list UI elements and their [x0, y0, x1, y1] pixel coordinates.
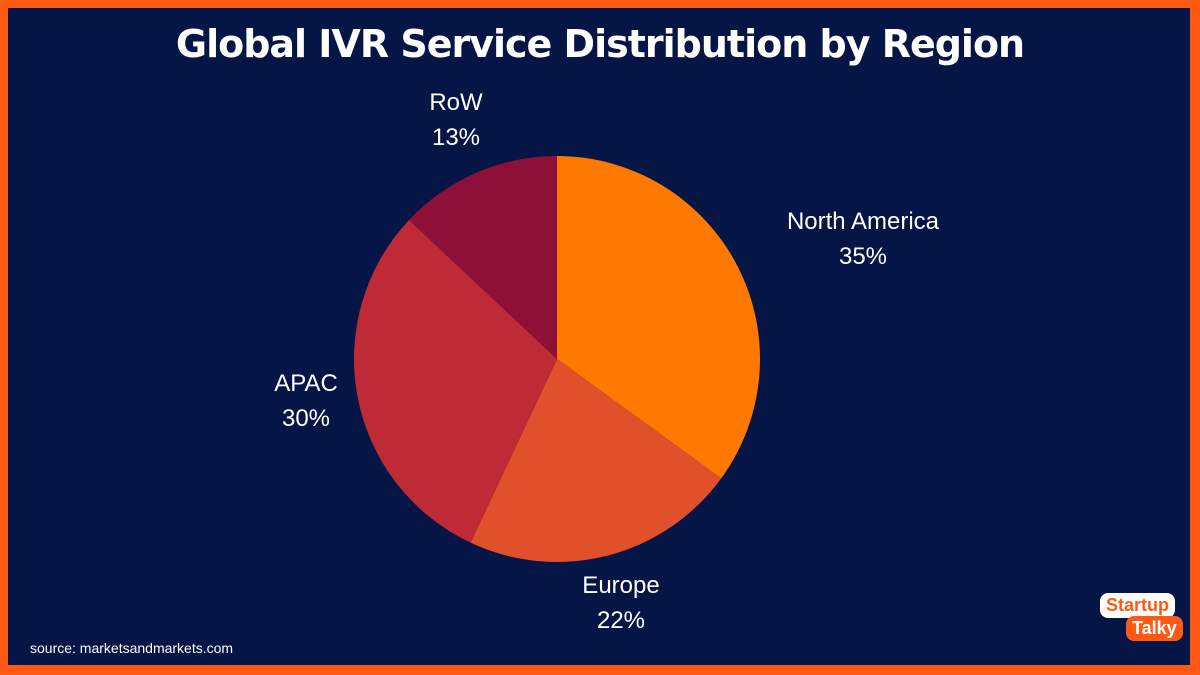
chart-title: Global IVR Service Distribution by Regio… [175, 22, 1025, 66]
data-label-row: RoW 13% [429, 85, 482, 155]
slice-label: Europe [582, 572, 660, 599]
startuptalky-logo: Startup Talky [1100, 593, 1183, 641]
slice-label: RoW [429, 89, 483, 116]
data-label-apac: APAC 30% [274, 366, 338, 436]
logo-line2: Talky [1126, 616, 1183, 641]
slice-value: 30% [281, 405, 331, 432]
data-label-north-america: North America 35% [787, 204, 939, 274]
slice-label: North America [786, 208, 940, 235]
slice-value: 22% [596, 607, 646, 634]
pie-slice-north-america [557, 156, 760, 479]
pie-slice-row [409, 156, 557, 359]
data-label-europe: Europe 22% [582, 568, 659, 638]
slice-value: 35% [838, 243, 888, 270]
slice-label: APAC [274, 370, 338, 397]
pie-slice-apac [354, 220, 557, 543]
slice-value: 13% [431, 124, 481, 151]
logo-line1: Startup [1100, 593, 1175, 618]
source-note: source: marketsandmarkets.com [30, 640, 234, 656]
pie-slice-europe [470, 359, 722, 562]
